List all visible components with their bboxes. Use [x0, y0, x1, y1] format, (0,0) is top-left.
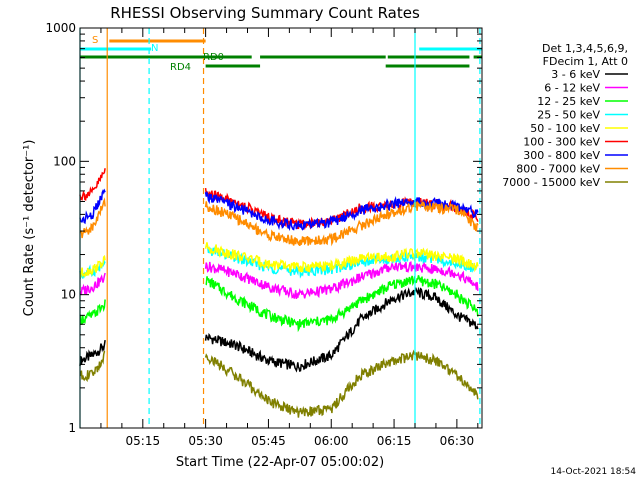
x-tick-label-5: 06:15	[377, 434, 412, 448]
x-tick-label-1: 05:15	[126, 434, 161, 448]
flag-rd4-label: RD4	[170, 62, 191, 73]
legend-label-9: 7000 - 15000 keV	[502, 176, 600, 189]
x-axis-label: Start Time (22-Apr-07 05:00:02)	[176, 455, 384, 470]
flag-rd0-label: RD0	[203, 52, 224, 63]
flag-bars: S N RD0 RD4	[80, 35, 482, 73]
flag-n-label: N	[151, 43, 158, 54]
series-3-segment-2	[205, 275, 479, 333]
y-tick-label-3: 100	[53, 154, 76, 168]
series-7-segment-1	[79, 188, 106, 225]
x-axis-ticks: 05:15 05:30 05:45 06:00 06:15 06:30	[100, 28, 479, 448]
legend-label-2: 6 - 12 keV	[544, 82, 600, 95]
series-2	[79, 260, 479, 299]
y-tick-label-4: 1000	[45, 21, 76, 35]
x-tick-label-4: 06:00	[314, 434, 349, 448]
series-8-segment-2	[204, 200, 479, 247]
plot-frame	[79, 27, 483, 429]
x-tick-label-2: 05:30	[188, 434, 223, 448]
series-2-segment-2	[204, 260, 479, 299]
legend-label-8: 800 - 7000 keV	[516, 163, 600, 176]
legend: Det 1,3,4,5,6,9, FDecim 1, Att 0 3 - 6 k…	[502, 42, 628, 189]
y-axis-ticks: 1 10 100 1000	[45, 21, 482, 435]
y-tick-label-2: 10	[61, 288, 76, 302]
series-9	[79, 349, 479, 418]
legend-label-7: 300 - 800 keV	[523, 149, 600, 162]
series-3-segment-1	[79, 299, 106, 326]
series-1-segment-1	[79, 339, 106, 367]
legend-header-line-1: Det 1,3,4,5,6,9,	[542, 42, 628, 55]
y-tick-label-1: 1	[68, 421, 76, 435]
series-8-segment-1	[79, 197, 106, 239]
series-8	[79, 197, 479, 247]
flag-s-label: S	[92, 35, 98, 46]
series-5-segment-1	[79, 254, 106, 279]
footer-timestamp: 14-Oct-2021 18:54	[551, 467, 637, 477]
legend-header-line-2: FDecim 1, Att 0	[543, 55, 628, 68]
legend-label-1: 3 - 6 keV	[551, 68, 600, 81]
series-5-segment-2	[204, 242, 479, 273]
series-5	[79, 242, 479, 279]
legend-label-6: 100 - 300 keV	[523, 136, 600, 149]
legend-label-4: 25 - 50 keV	[537, 109, 600, 122]
series-1-segment-2	[204, 286, 479, 373]
x-tick-label-3: 05:45	[251, 434, 286, 448]
legend-label-3: 12 - 25 keV	[537, 95, 600, 108]
series-2-segment-1	[79, 272, 106, 296]
x-tick-label-6: 06:30	[440, 434, 475, 448]
series-9-segment-1	[79, 350, 106, 383]
series-1	[79, 286, 479, 373]
plot-area	[79, 168, 479, 418]
series-9-segment-2	[204, 349, 479, 418]
series-6-segment-1	[79, 168, 106, 202]
legend-label-5: 50 - 100 keV	[530, 122, 600, 135]
chart-title: RHESSI Observing Summary Count Rates	[110, 4, 420, 22]
y-axis-label: Count Rate (s⁻¹ detector⁻¹)	[22, 140, 37, 317]
series-3	[79, 275, 479, 333]
